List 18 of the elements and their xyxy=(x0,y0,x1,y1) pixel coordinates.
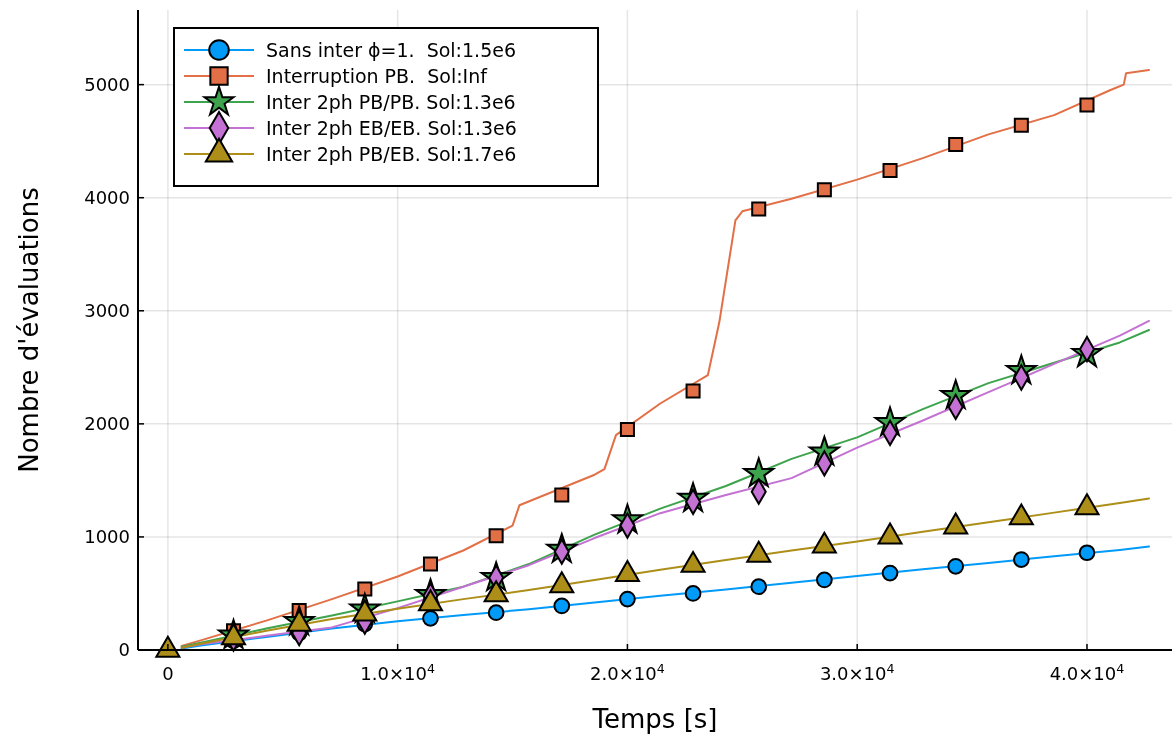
x-tick-label: 1.0×10$^{4}$ xyxy=(360,660,435,684)
x-tick-label: 4.0×10$^{4}$ xyxy=(1049,660,1125,684)
y-tick-label: 0 xyxy=(118,639,130,660)
y-tick-label: 4000 xyxy=(84,186,130,208)
legend-label: Inter 2ph EB/EB. Sol:1.3e6 xyxy=(266,117,517,139)
x-tick-label: 0 xyxy=(162,663,174,684)
y-tick-label: 3000 xyxy=(84,299,130,321)
legend-label: Inter 2ph PB/PB. Sol:1.3e6 xyxy=(266,91,516,113)
legend-label: Interruption PB. Sol:Inf xyxy=(266,65,489,87)
y-tick-label: 5000 xyxy=(84,73,130,95)
y-tick-label: 1000 xyxy=(84,525,130,547)
x-tick-label: 3.0×10$^{4}$ xyxy=(819,660,895,684)
legend-label: Inter 2ph PB/EB. Sol:1.7e6 xyxy=(266,143,517,165)
legend-label: Sans inter ϕ=1. Sol:1.5e6 xyxy=(266,39,517,61)
x-tick-label: 2.0×10$^{4}$ xyxy=(590,660,665,684)
x-axis-title: Temps [s] xyxy=(591,704,718,734)
y-tick-label: 2000 xyxy=(84,412,130,434)
y-axis-title: Nombre d'évaluations xyxy=(14,187,44,473)
